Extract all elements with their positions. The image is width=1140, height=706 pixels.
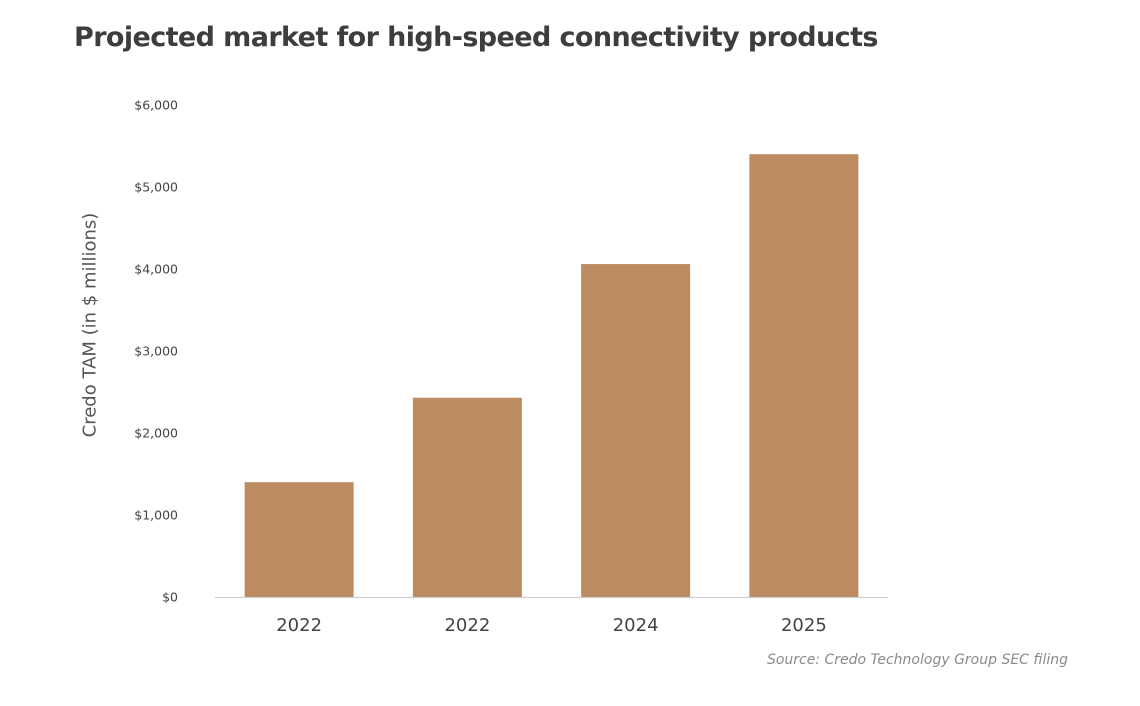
bar [244,482,354,597]
x-tick-label: 2024 [613,615,659,636]
bar [412,397,522,597]
y-tick-label: $1,000 [134,508,178,523]
bar [749,154,859,597]
y-tick-label: $5,000 [134,180,178,195]
chart-title: Projected market for high-speed connecti… [74,22,878,53]
x-tick-label: 2022 [276,615,322,636]
y-tick-label: $2,000 [134,426,178,441]
x-tick-label: 2025 [781,615,827,636]
bar [581,264,691,597]
y-tick-label: $6,000 [134,98,178,113]
y-tick-label: $0 [162,590,178,605]
x-tick-label: 2022 [444,615,490,636]
y-tick-label: $3,000 [134,344,178,359]
source-note: Source: Credo Technology Group SEC filin… [766,652,1068,668]
y-tick-label: $4,000 [134,262,178,277]
